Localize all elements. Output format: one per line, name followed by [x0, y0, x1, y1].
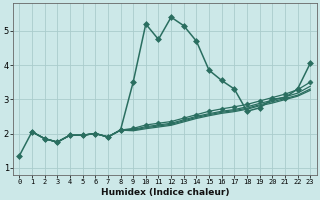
X-axis label: Humidex (Indice chaleur): Humidex (Indice chaleur): [100, 188, 229, 197]
